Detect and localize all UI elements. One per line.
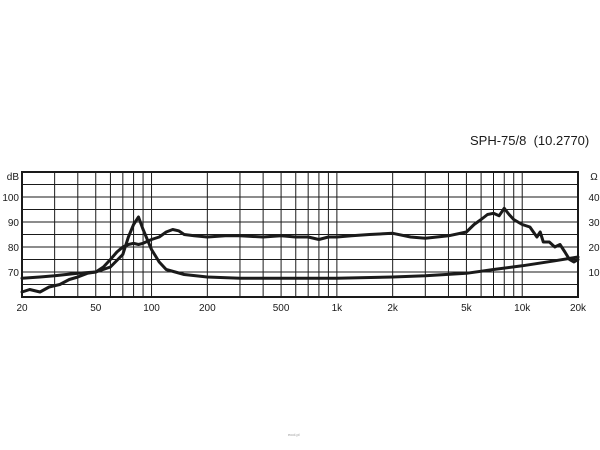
y-right-unit-label: Ω [590,172,598,183]
x-tick-label: 100 [143,303,160,314]
impedance-curve [20,215,580,280]
y-left-unit-label: dB [7,172,20,183]
y-left-tick-label: 90 [8,218,20,229]
x-tick-label: 5k [461,303,473,314]
spl-response-curve [20,206,580,294]
x-tick-label: 500 [273,303,290,314]
y-right-tick-label: 20 [588,243,600,254]
x-tick-label: 20k [570,303,587,314]
y-left-tick-label: 70 [8,268,20,279]
y-right-tick-label: 10 [588,268,600,279]
label-layer: 20 50 100 200 500 1k 2k 5k 10k 20k 70 80 90 100 dB 10 20… [2,172,600,314]
y-left-tick-label: 80 [8,243,20,254]
watermark-text: ecol.pl [288,432,300,437]
y-left-tick-label: 100 [2,193,19,204]
x-tick-label: 200 [199,303,216,314]
x-tick-label: 2k [387,303,399,314]
y-right-tick-label: 30 [588,218,600,229]
x-tick-label: 20 [16,303,28,314]
y-right-tick-label: 40 [588,193,600,204]
x-tick-label: 50 [90,303,102,314]
plot-frame [21,171,579,298]
x-tick-label: 10k [514,303,531,314]
x-tick-label: 1k [332,303,344,314]
series-layer [20,206,580,294]
chart-title: SPH-75/8 (10.2770) [470,133,590,148]
